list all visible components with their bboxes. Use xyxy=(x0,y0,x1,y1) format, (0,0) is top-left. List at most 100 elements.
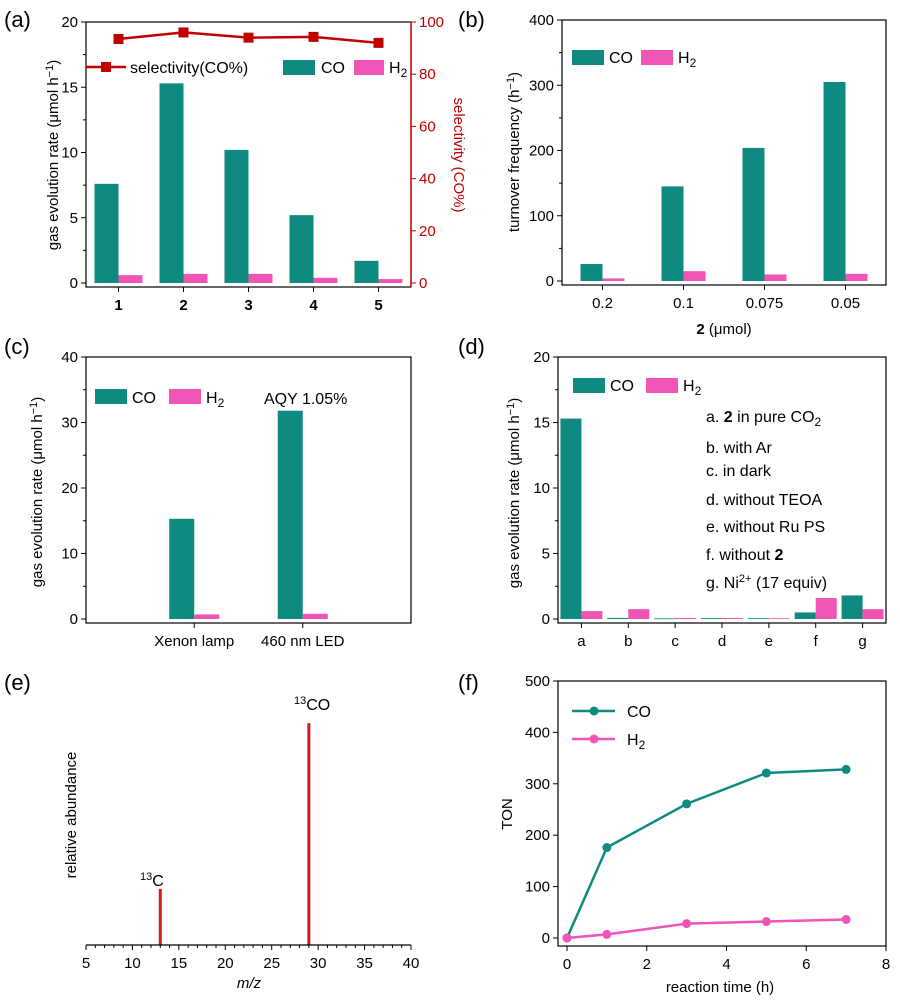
legend-h2-swatch xyxy=(646,378,678,393)
legend-h2-swatch xyxy=(169,389,201,404)
bar-b-CO-0.05 xyxy=(823,81,846,281)
bar-b-CO-0.075 xyxy=(742,147,765,281)
panel-b: (b) 0.2 0.1 0.075 0.05 0 100 200 300 400 turnove… xyxy=(458,7,887,338)
peak-label-13C: 13C xyxy=(140,871,164,890)
xtick-label-a-2: 2 xyxy=(179,297,187,314)
series-point-H2-3 xyxy=(682,919,692,929)
panel-c-bars xyxy=(169,410,328,619)
xtick-label-c-Xenon lamp: Xenon lamp xyxy=(154,633,234,650)
panel-a-bars xyxy=(94,83,403,284)
panel-d: (d) a b c d e f g 0 5 10 15 20 gas evolution rate (… xyxy=(458,334,887,650)
xtick-label-e-35: 35 xyxy=(356,955,373,972)
bar-b-CO-0.2 xyxy=(580,264,603,281)
panel-f: (f) 0 2 4 6 8 0 100 200 300 400 500 TON reaction t… xyxy=(458,670,890,996)
bar-d-CO-b xyxy=(607,617,629,619)
selectivity-point-3 xyxy=(243,32,254,43)
ytick-label-c-0: 0 xyxy=(70,611,78,628)
panel-f-lines xyxy=(562,764,851,943)
legend-h2-label: H2 xyxy=(627,732,646,752)
ytick-label-b-200: 200 xyxy=(529,143,554,160)
xtick-label-a-4: 4 xyxy=(309,297,318,314)
legend-co-label: CO xyxy=(610,378,634,395)
panel-d-conditions: a. 2 in pure CO2 b. with Ar c. in dark d… xyxy=(706,409,827,592)
legend-co-label: CO xyxy=(132,390,156,407)
legend-co-label: CO xyxy=(609,50,633,67)
xtick-label-e-40: 40 xyxy=(403,955,420,972)
xtick-label-e-5: 5 xyxy=(82,955,90,972)
ytick-label-f-100: 100 xyxy=(525,879,550,896)
bar-d-CO-a xyxy=(560,418,582,619)
ytick-label-c-40: 40 xyxy=(61,349,78,366)
panel-e-ylabel: relative abundance xyxy=(63,752,80,879)
xtick-label-d-d: d xyxy=(718,633,726,650)
ytick-label-d-10: 10 xyxy=(533,480,550,497)
bar-b-H2-0.075 xyxy=(764,274,787,281)
panel-a-letter: (a) xyxy=(4,7,31,32)
ytick-label-d-0: 0 xyxy=(542,611,550,628)
bar-d-H2-c xyxy=(675,617,697,619)
legend-co-swatch xyxy=(573,378,605,393)
bar-a-H2-3 xyxy=(248,273,273,283)
ytick-label-c-30: 30 xyxy=(61,415,78,432)
ytick-label-b-0: 0 xyxy=(546,273,554,290)
bar-d-CO-d xyxy=(701,618,722,619)
peak-label-13CO: 13CO xyxy=(294,695,330,714)
ytick-label-c-10: 10 xyxy=(61,546,78,563)
bar-c-H2-Xenon lamp xyxy=(194,614,220,619)
ytick-label-d-15: 15 xyxy=(533,415,550,432)
ytick-label-c-20: 20 xyxy=(61,480,78,497)
panel-b-ticks: 0.2 0.1 0.075 0.05 0 100 200 300 400 xyxy=(529,12,860,312)
panel-f-ticks: 0 2 4 6 8 0 100 200 300 400 500 xyxy=(525,673,890,973)
panel-e-ticks: 5 10 15 20 25 30 35 40 xyxy=(82,945,420,972)
panel-a-selectivity-line xyxy=(113,27,384,48)
panel-e-peaks xyxy=(158,723,311,945)
legend-co-label: CO xyxy=(627,704,651,721)
xtick-label-b-0.05: 0.05 xyxy=(831,295,860,312)
panel-d-letter: (d) xyxy=(458,334,485,359)
bar-a-CO-1 xyxy=(94,183,119,283)
ytick-label-d-5: 5 xyxy=(542,546,550,563)
y2tick-label-20: 20 xyxy=(419,223,436,240)
xtick-label-e-25: 25 xyxy=(263,955,280,972)
bar-a-CO-2 xyxy=(159,83,184,284)
selectivity-point-2 xyxy=(178,27,189,38)
xtick-label-a-5: 5 xyxy=(374,297,382,314)
xtick-label-f-8: 8 xyxy=(882,956,890,973)
ytick-label-b-300: 300 xyxy=(529,77,554,94)
ytick-label-f-200: 200 xyxy=(525,827,550,844)
ytick-label-a-5: 5 xyxy=(70,210,78,227)
panel-d-ylabel: gas evolution rate (μmol h−1) xyxy=(505,398,523,588)
ytick-label-f-400: 400 xyxy=(525,724,550,741)
bar-d-CO-e xyxy=(747,618,769,620)
legend-co-swatch xyxy=(95,389,127,404)
panel-c-ylabel: gas evolution rate (μmol h−1) xyxy=(28,397,46,587)
series-line-CO xyxy=(565,768,847,939)
xtick-label-e-10: 10 xyxy=(124,955,141,972)
bar-d-H2-a xyxy=(581,611,603,619)
panel-a-ylabel: gas evolution rate (μmol h−1) xyxy=(44,60,62,250)
xtick-label-f-6: 6 xyxy=(802,956,810,973)
bar-c-CO-460 nm LED xyxy=(277,410,303,619)
bar-a-H2-4 xyxy=(313,277,338,283)
series-point-H2-0 xyxy=(562,933,572,943)
xtick-label-d-b: b xyxy=(624,633,632,650)
panel-b-bars xyxy=(580,81,868,281)
bar-d-CO-c xyxy=(654,618,676,620)
series-point-H2-7 xyxy=(841,914,851,924)
panel-c-letter: (c) xyxy=(4,334,30,359)
ytick-label-b-400: 400 xyxy=(529,12,554,29)
y2tick-label-80: 80 xyxy=(419,66,436,83)
legend-h2-label: H2 xyxy=(678,50,697,70)
xtick-label-e-15: 15 xyxy=(171,955,188,972)
panel-c-legend: CO H2 xyxy=(95,389,225,410)
bar-b-H2-0.1 xyxy=(683,271,706,281)
bar-d-H2-b xyxy=(628,609,650,619)
panel-c: (c) Xenon lamp 460 nm LED 0 10 20 30 40 gas ev… xyxy=(4,334,412,650)
condition-c: c. in dark xyxy=(706,463,772,480)
xtick-label-f-4: 4 xyxy=(722,956,730,973)
xtick-label-e-30: 30 xyxy=(310,955,327,972)
xtick-label-f-0: 0 xyxy=(563,956,571,973)
panel-a-y2label: selectivity (CO%) xyxy=(450,97,467,212)
selectivity-point-4 xyxy=(308,31,319,42)
